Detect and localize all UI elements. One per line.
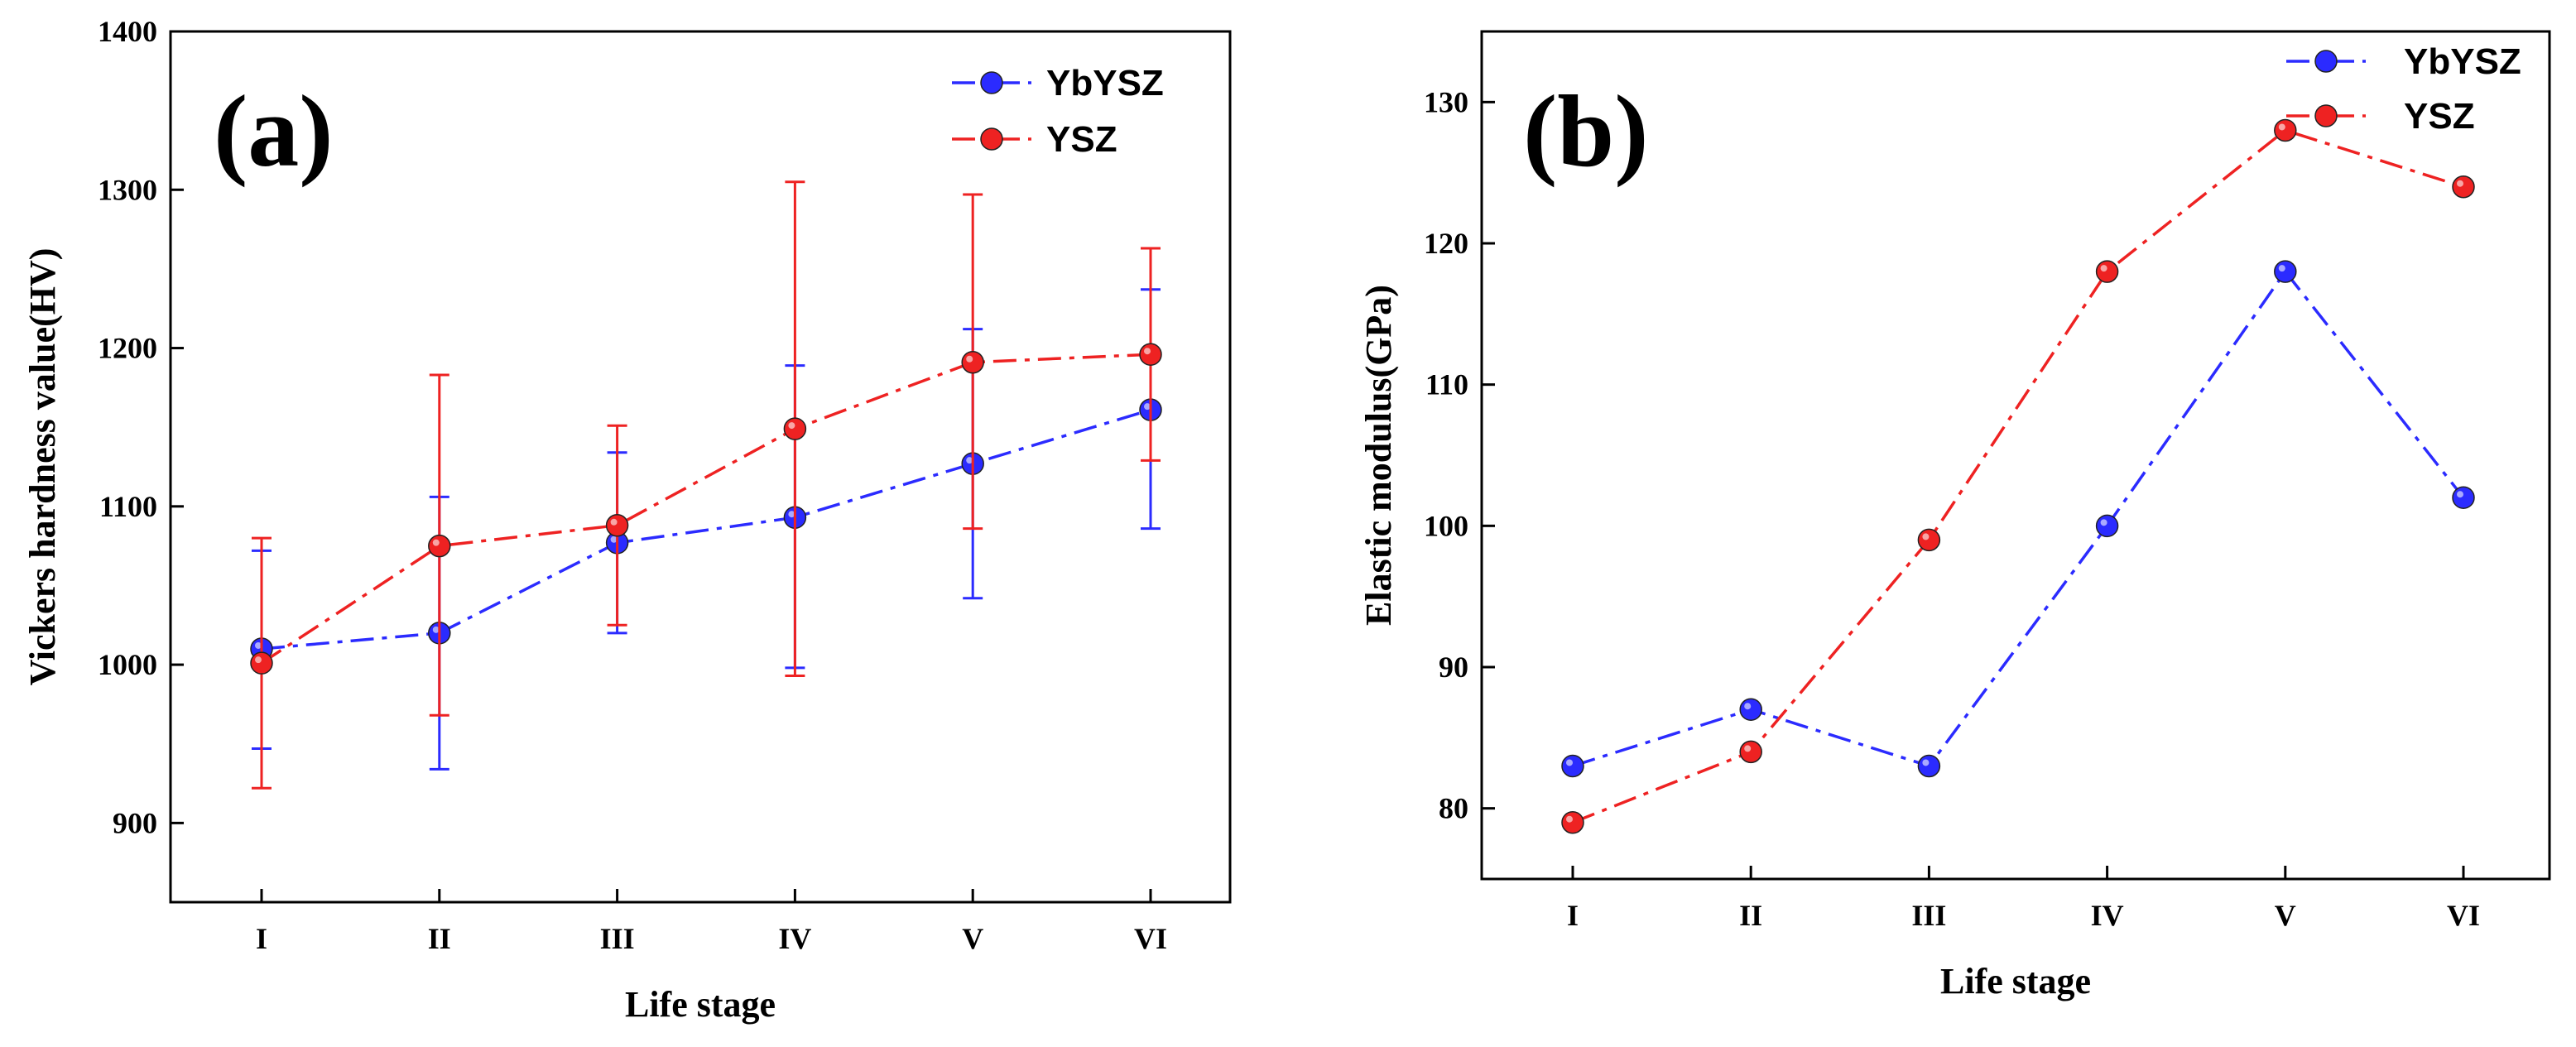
plot-frame xyxy=(1480,30,2551,881)
data-point-highlight xyxy=(1566,759,1573,766)
x-tick-label: II xyxy=(428,922,451,955)
legend-label: YSZ xyxy=(1046,119,1117,160)
data-point-highlight xyxy=(1144,348,1151,355)
data-point xyxy=(2095,260,2119,283)
data-point-highlight xyxy=(1744,745,1752,752)
data-point-highlight xyxy=(610,518,618,526)
data-point xyxy=(2274,118,2297,142)
x-tick-label: IV xyxy=(778,922,811,955)
data-point-highlight xyxy=(1144,403,1151,411)
y-tick-label: 120 xyxy=(1424,227,1468,260)
data-point-highlight xyxy=(2457,491,2463,498)
y-axis-title: Elastic modulus(GPa) xyxy=(1358,285,1399,626)
data-point-highlight xyxy=(432,626,440,633)
legend-marker xyxy=(2314,50,2338,73)
data-point xyxy=(783,417,807,440)
data-point xyxy=(1561,810,1584,834)
panel-label: (b) xyxy=(1523,74,1649,188)
series-ybysz xyxy=(1561,260,2475,778)
x-tick-label: V xyxy=(2275,899,2296,932)
series-line xyxy=(1572,269,2465,768)
series-line xyxy=(261,408,1151,651)
legend-label: YSZ xyxy=(2404,96,2475,137)
data-point-highlight xyxy=(1744,703,1752,710)
data-point-highlight xyxy=(966,355,973,363)
data-point xyxy=(605,514,629,537)
legend-label: YbYSZ xyxy=(2404,41,2521,82)
data-point-highlight xyxy=(2100,519,2107,526)
legend-label: YbYSZ xyxy=(1046,63,1164,103)
y-tick-label: 90 xyxy=(1439,651,1468,684)
data-point-highlight xyxy=(610,536,618,543)
x-tick-label: I xyxy=(1567,899,1579,932)
y-axis-title: Vickers hardness value(HV) xyxy=(22,248,63,686)
data-point-highlight xyxy=(1922,533,1930,540)
x-tick-label: III xyxy=(1911,899,1946,932)
plot-frame xyxy=(169,30,1232,904)
data-point-highlight xyxy=(432,539,440,546)
data-point xyxy=(1739,698,1762,721)
y-tick-label: 110 xyxy=(1425,368,1468,401)
data-point-highlight xyxy=(788,422,795,430)
y-tick-label: 130 xyxy=(1424,85,1468,118)
data-point-highlight xyxy=(1922,759,1930,766)
x-tick-label: VI xyxy=(1134,922,1167,955)
y-tick-label: 900 xyxy=(113,806,157,839)
data-point-highlight xyxy=(255,656,262,664)
y-tick-label: 100 xyxy=(1424,509,1468,542)
data-point xyxy=(1139,343,1162,366)
series-line xyxy=(261,353,1151,665)
data-point-highlight xyxy=(2278,123,2285,131)
x-tick-label: V xyxy=(962,922,983,955)
data-point xyxy=(250,651,273,675)
data-point xyxy=(428,534,451,558)
data-point-highlight xyxy=(2457,180,2463,187)
data-point xyxy=(2095,514,2119,538)
data-point-highlight xyxy=(966,457,973,464)
data-point-highlight xyxy=(2100,265,2107,272)
data-point xyxy=(2452,486,2475,509)
data-point xyxy=(961,351,984,374)
y-tick-label: 1200 xyxy=(98,332,157,365)
legend-marker xyxy=(2314,104,2338,127)
legend-marker xyxy=(980,71,1003,94)
data-point xyxy=(2274,260,2297,283)
series-line xyxy=(1572,128,2464,824)
x-tick-label: I xyxy=(256,922,267,955)
x-tick-label: II xyxy=(1739,899,1762,932)
data-point-highlight xyxy=(2278,265,2285,272)
y-tick-label: 1000 xyxy=(98,648,157,681)
data-point xyxy=(1917,754,1941,778)
y-tick-label: 80 xyxy=(1439,792,1468,825)
x-tick-label: III xyxy=(600,922,635,955)
legend-marker xyxy=(980,127,1003,151)
data-point xyxy=(1739,740,1762,764)
y-tick-label: 1100 xyxy=(99,490,157,523)
x-tick-label: IV xyxy=(2091,899,2124,932)
data-point xyxy=(1561,754,1584,778)
x-axis-title: Life stage xyxy=(1940,961,2091,1001)
data-point-highlight xyxy=(255,641,262,649)
panel-label: (a) xyxy=(214,74,334,188)
series-ysz xyxy=(250,180,1162,790)
y-tick-label: 1400 xyxy=(98,15,157,48)
data-point xyxy=(2452,175,2475,199)
x-tick-label: VI xyxy=(2447,899,2480,932)
data-point-highlight xyxy=(1566,815,1573,823)
data-point xyxy=(1917,528,1941,552)
series-ysz xyxy=(1561,118,2475,834)
y-tick-label: 1300 xyxy=(98,173,157,206)
x-axis-title: Life stage xyxy=(625,984,776,1025)
data-point-highlight xyxy=(788,511,795,518)
